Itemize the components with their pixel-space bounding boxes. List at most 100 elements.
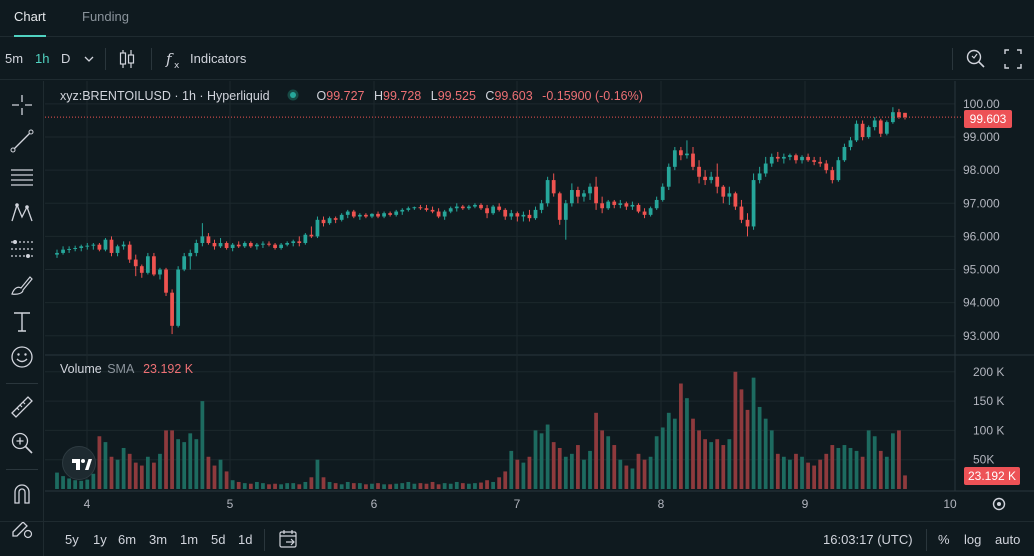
log-toggle[interactable]: log — [964, 532, 982, 547]
clock-time[interactable]: 16:03:17 (UTC) — [823, 532, 913, 547]
range-1y[interactable]: 1y — [93, 532, 107, 547]
candle-body — [97, 244, 102, 250]
candle-body — [691, 153, 695, 167]
candle-body — [788, 155, 792, 157]
time-tick-label: 8 — [658, 497, 665, 511]
range-1d[interactable]: 1d — [238, 532, 253, 547]
candle-body — [85, 245, 90, 247]
volume-bar — [345, 481, 350, 489]
volume-bar — [473, 483, 477, 489]
tool-divider — [6, 383, 38, 384]
symbol-label[interactable]: xyz:BRENTOILUSD · 1h · Hyperliquid — [60, 89, 270, 103]
volume-bar — [261, 483, 265, 489]
text-tool-icon[interactable] — [8, 307, 36, 335]
volume-bar — [382, 484, 386, 489]
volume-bar — [303, 481, 308, 489]
candle-body — [412, 207, 417, 209]
interval-5m[interactable]: 5m — [5, 51, 24, 66]
interval-1h[interactable]: 1h — [35, 51, 50, 66]
candle-body — [152, 256, 156, 275]
brush-icon[interactable] — [8, 271, 36, 299]
volume-bar — [242, 483, 247, 489]
volume-bar — [430, 481, 435, 489]
candle-body — [206, 236, 211, 244]
candle-body — [351, 211, 356, 217]
candle-body — [545, 180, 550, 204]
tab-chart[interactable]: Chart — [14, 0, 46, 37]
price-tick-label: 93.000 — [963, 329, 1000, 343]
candle-body — [91, 244, 96, 246]
candle-body — [903, 112, 907, 118]
candle-body — [139, 266, 144, 273]
volume-bar — [297, 484, 302, 489]
volume-bar — [654, 436, 659, 489]
range-6m[interactable]: 6m — [118, 532, 137, 547]
candle-body — [218, 243, 223, 247]
emoji-icon[interactable] — [8, 343, 36, 371]
candle-body — [164, 269, 168, 293]
candle-body — [248, 243, 253, 247]
settings-gear-icon[interactable] — [992, 497, 1006, 511]
range-1m[interactable]: 1m — [180, 532, 199, 547]
volume-bar — [115, 459, 120, 489]
trend-line-icon[interactable] — [8, 127, 36, 155]
zoom-in-icon[interactable] — [8, 429, 36, 457]
volume-bar — [763, 418, 768, 489]
indicators-button[interactable]: Indicators — [190, 51, 247, 66]
status-dot-icon — [287, 89, 299, 101]
auto-toggle[interactable]: auto — [995, 532, 1021, 547]
settings-gear-icon[interactable] — [997, 502, 1001, 506]
candle-body — [781, 156, 786, 159]
volume-bar — [321, 477, 326, 489]
range-5y[interactable]: 5y — [65, 532, 79, 547]
candle-body — [339, 214, 344, 220]
goto-date-icon[interactable] — [278, 522, 300, 556]
horizontal-lines-icon[interactable] — [8, 163, 36, 191]
candle-body — [224, 243, 229, 248]
lock-drawings-icon[interactable] — [8, 513, 36, 541]
pattern-icon[interactable] — [8, 199, 36, 227]
volume-bar — [551, 442, 556, 489]
crosshair-icon[interactable] — [8, 91, 36, 119]
candle-body — [612, 201, 617, 205]
volume-bar — [545, 424, 550, 489]
tradingview-logo-icon[interactable] — [62, 446, 96, 480]
candle-body — [382, 213, 386, 217]
volume-bar — [315, 459, 320, 489]
close-value: 99.603 — [494, 89, 533, 103]
chevron-down-icon[interactable] — [83, 38, 95, 80]
volume-bar — [267, 484, 271, 489]
fib-tool-icon[interactable] — [8, 235, 36, 263]
search-icon[interactable] — [965, 38, 987, 80]
volume-bar — [218, 459, 223, 489]
candles-icon[interactable] — [117, 38, 137, 80]
volume-bar — [594, 412, 598, 489]
percent-toggle[interactable]: % — [938, 532, 950, 547]
candle-body — [606, 201, 611, 209]
candle-body — [273, 244, 277, 248]
candle-body — [261, 243, 265, 245]
volume-label[interactable]: Volume — [60, 362, 102, 376]
volume-bar — [521, 462, 526, 489]
candle-body — [739, 206, 744, 220]
price-tick-label: 98.000 — [963, 163, 1000, 177]
range-3m[interactable]: 3m — [149, 532, 168, 547]
candle-body — [418, 207, 423, 209]
volume-bar — [485, 480, 489, 489]
time-tick-label: 7 — [514, 497, 521, 511]
candle-body — [303, 234, 308, 244]
candle-body — [315, 219, 320, 237]
ruler-icon[interactable] — [8, 393, 36, 421]
volume-bar — [630, 468, 635, 489]
interval-d[interactable]: D — [61, 51, 71, 66]
chart-area[interactable]: 100.00 99.000 98.000 97.000 96.000 95.000 94.0… — [45, 81, 1034, 521]
magnet-icon[interactable] — [8, 479, 36, 507]
range-5d[interactable]: 5d — [211, 532, 226, 547]
drawing-toolbar — [0, 81, 44, 556]
candlestick-chart[interactable]: 100.00 99.000 98.000 97.000 96.000 95.000 94.0… — [45, 81, 1034, 521]
tab-funding[interactable]: Funding — [82, 9, 129, 24]
candle-body — [182, 256, 187, 270]
fullscreen-icon[interactable] — [1002, 38, 1024, 80]
fx-icon[interactable]: f x — [165, 38, 185, 80]
sma-value: 23.192 K — [143, 362, 194, 376]
